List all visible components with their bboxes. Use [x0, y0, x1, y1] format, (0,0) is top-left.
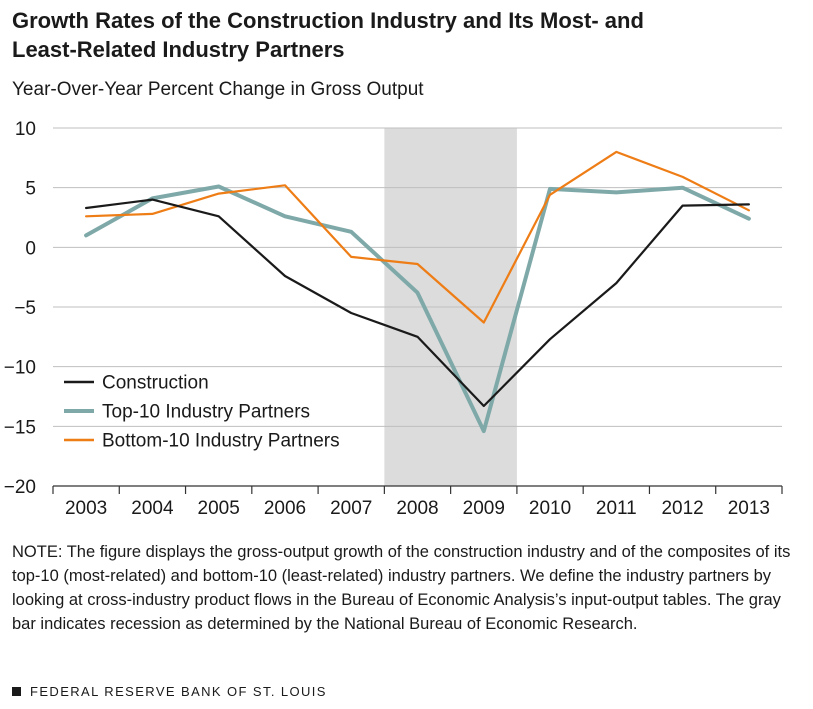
footer-square-icon	[12, 687, 21, 696]
x-tick-label: 2012	[661, 498, 703, 519]
x-tick-label: 2010	[529, 498, 571, 519]
series-line-top-10-industry-partners	[84, 184, 751, 434]
x-tick-label: 2011	[596, 498, 637, 519]
chart-title: Growth Rates of the Construction Industr…	[12, 6, 802, 64]
x-tick-label: 2007	[330, 498, 372, 519]
y-tick-label: 10	[15, 119, 36, 140]
footer-text: FEDERAL RESERVE BANK OF ST. LOUIS	[30, 684, 327, 699]
chart-title-line-2: Least-Related Industry Partners	[12, 37, 345, 62]
y-tick-label: −15	[4, 417, 36, 438]
x-tick-label: 2003	[65, 498, 107, 519]
x-tick-label: 2004	[131, 498, 174, 519]
y-tick-label: −5	[14, 298, 36, 319]
y-tick-label: 0	[25, 238, 36, 259]
x-tick-label: 2005	[198, 498, 240, 519]
x-axis: 2003 2004 2005 2006 2007 2008 2009 2010 2011 2012…	[52, 485, 783, 519]
legend-label: Bottom-10 Industry Partners	[102, 431, 340, 452]
chart-subtitle: Year-Over-Year Percent Change in Gross O…	[12, 79, 424, 100]
legend-label: Construction	[102, 373, 209, 394]
x-tick-label: 2008	[396, 498, 438, 519]
chart-title-line-1: Growth Rates of the Construction Industr…	[12, 8, 644, 33]
x-tick-label: 2006	[264, 498, 306, 519]
series-line-construction	[84, 198, 751, 408]
series-lines	[84, 150, 751, 434]
series-line-bottom-10-industry-partners	[84, 150, 751, 324]
legend: Construction Top-10 Industry Partners Bott…	[64, 373, 340, 452]
x-tick-label: 2013	[728, 498, 770, 519]
legend-label: Top-10 Industry Partners	[102, 402, 310, 423]
y-tick-label: −10	[4, 358, 36, 379]
y-axis: 10 5 0 −5 −10 −15 −20	[4, 119, 36, 498]
x-tick-label: 2009	[463, 498, 505, 519]
y-tick-label: −20	[4, 477, 36, 498]
y-tick-label: 5	[25, 179, 36, 200]
footnote: NOTE: The figure displays the gross-outp…	[12, 543, 791, 633]
source-footer: FEDERAL RESERVE BANK OF ST. LOUIS	[12, 684, 327, 699]
